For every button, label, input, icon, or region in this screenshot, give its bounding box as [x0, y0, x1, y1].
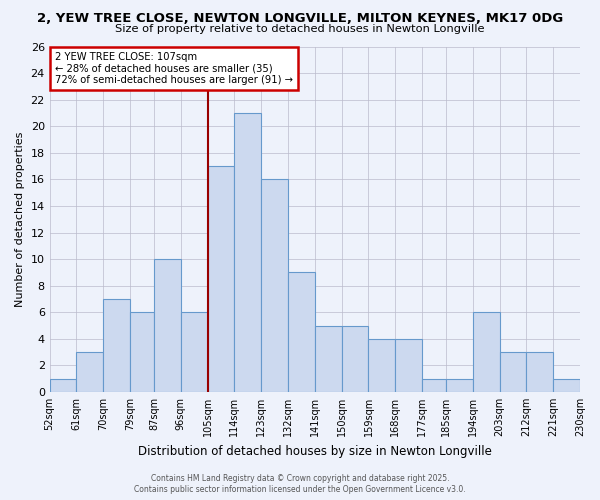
Bar [261, 180, 288, 392]
Y-axis label: Number of detached properties: Number of detached properties [15, 132, 25, 307]
Bar [235, 113, 261, 392]
Bar [181, 312, 208, 392]
Bar [473, 312, 500, 392]
Bar [526, 352, 553, 392]
Bar [395, 339, 422, 392]
Bar [368, 339, 395, 392]
Bar [553, 378, 580, 392]
Bar [288, 272, 315, 392]
Text: 2, YEW TREE CLOSE, NEWTON LONGVILLE, MILTON KEYNES, MK17 0DG: 2, YEW TREE CLOSE, NEWTON LONGVILLE, MIL… [37, 12, 563, 26]
Bar [154, 259, 181, 392]
Text: Contains HM Land Registry data © Crown copyright and database right 2025.
Contai: Contains HM Land Registry data © Crown c… [134, 474, 466, 494]
X-axis label: Distribution of detached houses by size in Newton Longville: Distribution of detached houses by size … [138, 444, 492, 458]
Text: Size of property relative to detached houses in Newton Longville: Size of property relative to detached ho… [115, 24, 485, 34]
Text: 2 YEW TREE CLOSE: 107sqm
← 28% of detached houses are smaller (35)
72% of semi-d: 2 YEW TREE CLOSE: 107sqm ← 28% of detach… [55, 52, 293, 85]
Bar [50, 378, 76, 392]
Bar [76, 352, 103, 392]
Bar [130, 312, 154, 392]
Bar [208, 166, 235, 392]
Bar [446, 378, 473, 392]
Bar [315, 326, 341, 392]
Bar [341, 326, 368, 392]
Bar [422, 378, 446, 392]
Bar [500, 352, 526, 392]
Bar [103, 299, 130, 392]
